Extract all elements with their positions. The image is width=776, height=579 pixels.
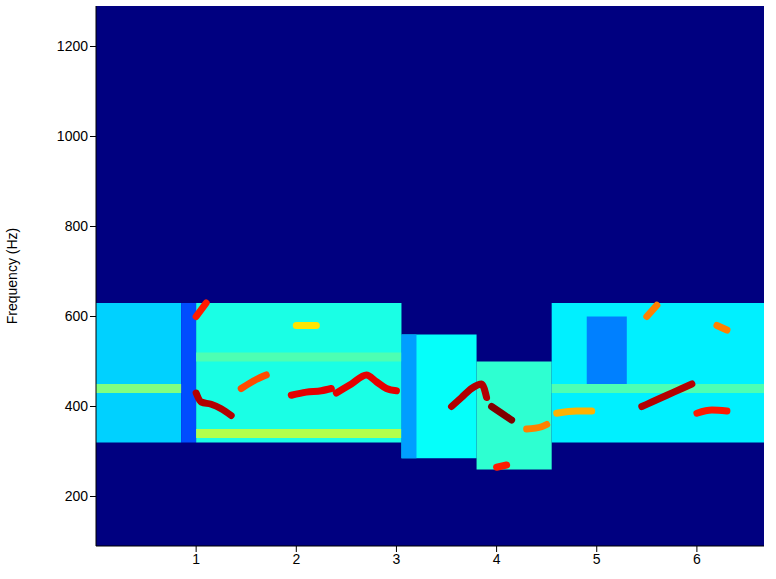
svg-text:1000: 1000 — [57, 128, 88, 144]
svg-text:3: 3 — [393, 551, 401, 567]
svg-text:5: 5 — [593, 551, 601, 567]
svg-text:400: 400 — [65, 398, 89, 414]
svg-text:1200: 1200 — [57, 38, 88, 54]
svg-text:800: 800 — [65, 218, 89, 234]
svg-text:6: 6 — [693, 551, 701, 567]
svg-text:600: 600 — [65, 308, 89, 324]
svg-text:2: 2 — [292, 551, 300, 567]
svg-text:200: 200 — [65, 488, 89, 504]
svg-text:Frequency (Hz): Frequency (Hz) — [4, 228, 20, 324]
svg-text:4: 4 — [493, 551, 501, 567]
svg-text:1: 1 — [192, 551, 200, 567]
